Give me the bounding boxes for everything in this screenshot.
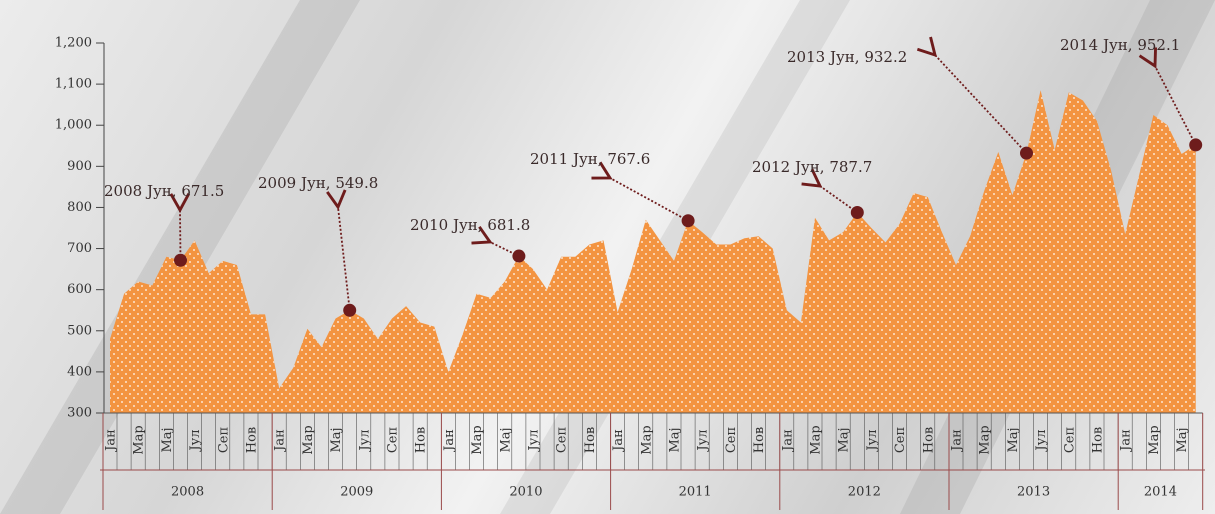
- x-tick-label: Јан: [950, 429, 965, 453]
- y-tick-label: 400: [67, 364, 92, 379]
- year-label: 2009: [340, 485, 373, 500]
- year-label: 2008: [171, 485, 204, 500]
- x-tick-label: Нов: [583, 427, 598, 453]
- highlight-point: [1189, 138, 1202, 151]
- annotation-label: 2009 Јун, 549.8: [258, 174, 378, 192]
- chart: 300 400 500 600 700 800 900 1,000 1,100 1,200 Јан М…: [0, 0, 1215, 514]
- x-tick-label: Нов: [414, 427, 429, 453]
- x-tick-label: Мај: [668, 427, 683, 452]
- x-tick-label: Јул: [357, 429, 372, 452]
- x-tick-label: Нов: [1091, 427, 1106, 453]
- x-tick-label: Јан: [273, 429, 288, 453]
- highlight-point: [174, 254, 187, 267]
- x-tick-label: Јул: [865, 429, 880, 452]
- y-tick-label: 1,100: [55, 77, 92, 92]
- annotation-label: 2013 Јун, 932.2: [787, 48, 907, 66]
- y-tick-label: 900: [67, 159, 92, 174]
- x-tick-label: Мар: [1147, 425, 1162, 454]
- annotation-label: 2014 Јун, 952.1: [1060, 36, 1180, 54]
- x-tick-label: Мај: [1175, 427, 1190, 452]
- year-label: 2010: [509, 485, 542, 500]
- y-tick-label: 700: [67, 241, 92, 256]
- x-tick-label: Мар: [809, 425, 824, 454]
- x-tick-label: Мај: [1006, 427, 1021, 452]
- year-label: 2012: [848, 485, 881, 500]
- annotation-arrow: [338, 207, 350, 310]
- x-tick-label: Мај: [160, 427, 175, 452]
- x-tick-label: Мар: [132, 425, 147, 454]
- highlight-point: [343, 304, 356, 317]
- year-label: 2013: [1017, 485, 1050, 500]
- annotation-label: 2010 Јун, 681.8: [410, 216, 530, 234]
- x-tick-label: Сеп: [893, 427, 908, 453]
- annotation-arrow: [935, 55, 1027, 153]
- x-tick-label: Јан: [780, 429, 795, 453]
- x-tick-label: Мај: [837, 427, 852, 452]
- y-tick-label: 800: [67, 200, 92, 215]
- x-tick-label: Јул: [527, 429, 542, 452]
- x-tick-label: Нов: [921, 427, 936, 453]
- x-tick-label: Нов: [752, 427, 767, 453]
- x-tick-label: Мар: [978, 425, 993, 454]
- x-tick-label: Сеп: [216, 427, 231, 453]
- y-tick-label: 1,000: [55, 118, 92, 133]
- y-tick-label: 300: [67, 406, 92, 421]
- y-tick-label: 600: [67, 282, 92, 297]
- x-tick-label: Јан: [104, 429, 119, 453]
- x-tick-label: Јул: [1034, 429, 1049, 452]
- highlight-point: [682, 214, 695, 227]
- x-tick-label: Мар: [301, 425, 316, 454]
- x-tick-label: Мај: [498, 427, 513, 452]
- y-tick-label: 500: [67, 323, 92, 338]
- x-tick-label: Јан: [611, 429, 626, 453]
- x-tick-label: Сеп: [724, 427, 739, 453]
- annotation-label: 2012 Јун, 787.7: [752, 158, 872, 176]
- annotation-arrow: [610, 178, 688, 221]
- highlight-point: [512, 250, 525, 263]
- x-tick-label: Сеп: [386, 427, 401, 453]
- annotation-label: 2008 Јун, 671.5: [104, 182, 224, 200]
- x-tick-label: Јан: [1119, 429, 1134, 453]
- highlight-point: [1020, 147, 1033, 160]
- y-tick-label: 1,200: [55, 36, 92, 51]
- year-label: 2011: [679, 485, 712, 500]
- x-tick-label: Нов: [245, 427, 260, 453]
- annotation-label: 2011 Јун, 767.6: [530, 150, 650, 168]
- x-tick-label: Сеп: [555, 427, 570, 453]
- annotation-arrow: [820, 186, 857, 213]
- x-tick-label: Мар: [470, 425, 485, 454]
- x-tick-label: Јан: [442, 429, 457, 453]
- year-label: 2014: [1144, 485, 1177, 500]
- x-tick-label: Јул: [696, 429, 711, 452]
- x-tick-label: Јул: [188, 429, 203, 452]
- x-tick-label: Мар: [639, 425, 654, 454]
- x-tick-label: Сеп: [1062, 427, 1077, 453]
- x-tick-label: Мај: [329, 427, 344, 452]
- highlight-point: [851, 206, 864, 219]
